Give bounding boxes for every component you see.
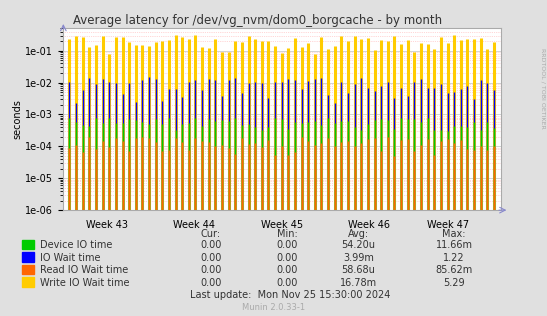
- Text: 0.00: 0.00: [200, 265, 222, 275]
- Text: 11.66m: 11.66m: [435, 240, 473, 250]
- Text: Munin 2.0.33-1: Munin 2.0.33-1: [242, 303, 305, 312]
- Text: 0.00: 0.00: [200, 240, 222, 250]
- Text: Average latency for /dev/vg_nvm/dom0_borgcache - by month: Average latency for /dev/vg_nvm/dom0_bor…: [73, 14, 441, 27]
- Text: Min:: Min:: [277, 229, 298, 239]
- Text: Max:: Max:: [443, 229, 465, 239]
- Text: 0.00: 0.00: [276, 278, 298, 288]
- Text: Avg:: Avg:: [348, 229, 369, 239]
- Y-axis label: seconds: seconds: [13, 99, 22, 139]
- Text: 85.62m: 85.62m: [435, 265, 473, 275]
- Text: 54.20u: 54.20u: [341, 240, 375, 250]
- Text: Last update:  Mon Nov 25 15:30:00 2024: Last update: Mon Nov 25 15:30:00 2024: [190, 289, 390, 300]
- Text: 0.00: 0.00: [200, 252, 222, 263]
- Text: 0.00: 0.00: [276, 265, 298, 275]
- Text: 3.99m: 3.99m: [343, 252, 374, 263]
- Text: 0.00: 0.00: [200, 278, 222, 288]
- Text: IO Wait time: IO Wait time: [40, 252, 101, 263]
- Text: Cur:: Cur:: [201, 229, 220, 239]
- Text: 58.68u: 58.68u: [341, 265, 375, 275]
- Text: Device IO time: Device IO time: [40, 240, 113, 250]
- Text: 16.78m: 16.78m: [340, 278, 377, 288]
- Text: 5.29: 5.29: [443, 278, 465, 288]
- Text: Read IO Wait time: Read IO Wait time: [40, 265, 129, 275]
- Text: RRDTOOL / TOBI OETIKER: RRDTOOL / TOBI OETIKER: [541, 48, 546, 129]
- Text: Write IO Wait time: Write IO Wait time: [40, 278, 130, 288]
- Text: 1.22: 1.22: [443, 252, 465, 263]
- Text: 0.00: 0.00: [276, 252, 298, 263]
- Text: 0.00: 0.00: [276, 240, 298, 250]
